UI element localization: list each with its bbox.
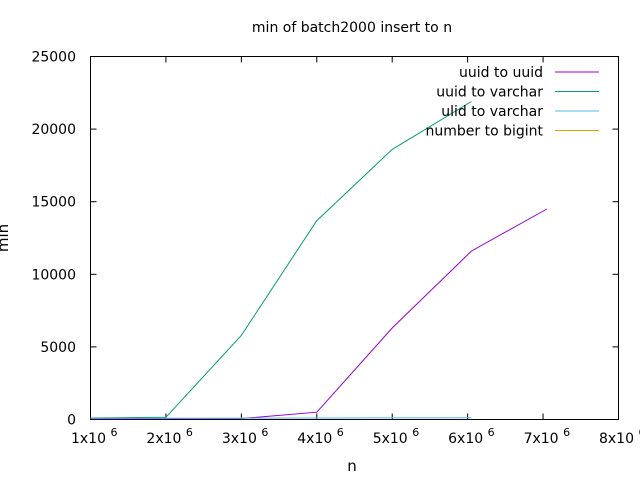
y-tick-label: 25000 [31,50,76,66]
x-tick-label: 4x10 [297,431,332,447]
legend-label: uuid to varchar [436,85,543,101]
x-tick-exponent: 6 [261,426,268,439]
x-tick-label: 3x10 [222,431,257,447]
series-line [90,417,472,419]
legend: uuid to uuid uuid to varchar ulid to varch… [425,65,599,140]
x-tick-label: 2x10 [146,431,181,447]
plot-frame [90,56,619,420]
legend-label: number to bigint [425,124,543,140]
x-tick-label: 8x10 [599,431,634,447]
x-tick-exponent: 6 [412,426,419,439]
x-tick-label: 7x10 [524,431,559,447]
series-line [90,101,472,419]
y-tick-label: 5000 [40,340,76,356]
legend-label: ulid to varchar [441,104,543,120]
x-tick-exponent: 6 [186,426,193,439]
legend-label: uuid to uuid [459,65,543,81]
y-axis-label: min [0,224,12,252]
x-tick-exponent: 6 [639,426,640,439]
x-tick-exponent: 6 [337,426,344,439]
x-tick-exponent: 6 [111,426,118,439]
x-tick-label: 6x10 [448,431,483,447]
series-line [90,208,548,420]
x-axis-label: n [347,457,357,475]
y-axis: 0 5000 10000 15000 20000 25000 [31,50,619,429]
series-lines [90,101,548,420]
x-tick-label: 5x10 [373,431,408,447]
y-tick-label: 10000 [31,267,76,283]
x-tick-exponent: 6 [563,426,570,439]
x-tick-label: 1x10 [71,431,106,447]
x-axis: 1x10 6 2x10 6 3x10 6 4x10 6 5x10 6 6x10 6 7x10 6 8x10 6 [71,56,640,447]
y-tick-label: 20000 [31,122,76,138]
chart-title: min of batch2000 insert to n [252,20,452,36]
x-tick-exponent: 6 [488,426,495,439]
y-tick-label: 15000 [31,195,76,211]
y-tick-label: 0 [67,413,76,429]
